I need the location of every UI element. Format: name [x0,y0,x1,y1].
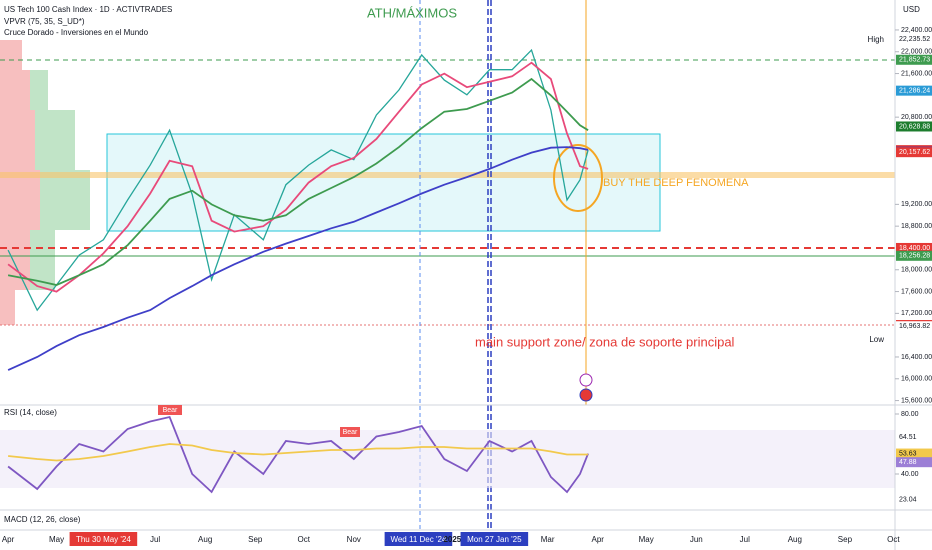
x-tick-label: Aug [198,535,212,544]
bear-label: Bear [163,407,178,414]
y-tick-label: 16,400.00 [901,354,932,361]
x-tick-label: Thu 30 May '24 [76,535,131,544]
high-tag: High [868,35,884,44]
currency: USD [903,5,920,14]
y-tick-label: 16,000.00 [901,376,932,383]
price-badge-label: 21,852.73 [899,57,930,64]
x-tick-label: May [639,535,654,544]
price-badge [896,321,932,332]
line-series [7,77,589,286]
price-badge [896,448,932,459]
bear-label: Bear [343,429,358,436]
vp-bar [0,230,30,290]
x-tick-label: Mar [541,535,555,544]
x-tick-label: 2025 [443,535,461,544]
price-badge [896,54,932,65]
volume-profile [0,40,90,325]
rsi-band [0,430,895,488]
price-badge [896,432,932,443]
x-tick-label: Jul [740,535,750,544]
price-badge [896,250,932,261]
y-tick-label: 17,600.00 [901,288,932,295]
x-tick-label: May [49,535,64,544]
vp-bar [0,70,30,110]
rsi-title: RSI (14, close) [4,408,57,417]
y-tick-label: 80.00 [901,411,919,418]
highlight-circle [553,144,603,212]
y-tick-label: 21,600.00 [901,70,932,77]
x-tick-highlight [384,532,453,546]
x-tick-label: Mon 27 Jan '25 [467,535,522,544]
x-tick-label: Oct [887,535,900,544]
x-tick-label: Sep [248,535,263,544]
x-tick-label: Aug [788,535,802,544]
x-tick-label: Nov [347,535,361,544]
range-box [106,133,661,232]
event-icon[interactable] [579,373,593,387]
price-badge [896,85,932,96]
price-badge-label: 53.63 [899,450,917,457]
x-tick-label: Jun [690,535,703,544]
line-series [7,48,589,312]
x-tick-highlight [69,532,138,546]
low-tag: Low [869,335,884,344]
price-badge [896,33,932,44]
price-badge-label: 20,157.62 [899,149,930,156]
line-series [7,146,589,371]
y-tick-label: 22,400.00 [901,27,932,34]
x-tick-label: Apr [592,535,605,544]
vp-bar [35,110,75,170]
price-badge-label: 23.04 [899,496,917,503]
event-icon[interactable] [579,388,593,402]
y-tick-label: 17,200.00 [901,310,932,317]
vp-bar [0,110,35,170]
vp-bar [0,170,40,230]
x-tick-label: Apr [2,535,15,544]
title: US Tech 100 Cash Index · 1D · ACTIVTRADE… [4,5,172,14]
bear-tag [340,427,360,437]
indicator-label: VPVR (75, 35, S_UD*) [4,17,85,26]
line-series [8,443,589,462]
price-badge-label: 22,235.52 [899,36,930,43]
line-series [7,61,589,293]
price-badge-label: 20,628.88 [899,123,930,130]
line-series [7,415,589,494]
price-badge [896,121,932,132]
y-tick-label: 20,800.00 [901,114,932,121]
y-tick-label: 19,200.00 [901,201,932,208]
price-badge-label: 18,400.00 [899,245,930,252]
price-badge-label: 16,963.82 [899,323,930,330]
x-tick-label: Oct [297,535,310,544]
annotation: main support zone/ zona de soporte princ… [475,334,735,349]
price-badge-label: 64.51 [899,434,917,441]
y-tick-label: 15,600.00 [901,397,932,404]
indicator-label: Cruce Dorado - Inversiones en el Mundo [4,28,149,37]
x-tick-label: Wed 11 Dec '24 [390,535,446,544]
vp-bar [40,170,90,230]
y-tick-label: 22,000.00 [901,49,932,56]
annotation: ATH/MÁXIMOS [367,5,457,20]
price-badge-label: 47.88 [899,459,917,466]
price-badge [896,242,932,253]
y-tick-label: 40.00 [901,471,919,478]
x-tick-label: Sep [838,535,853,544]
orange-zone [0,172,895,178]
vp-bar [0,290,15,325]
bear-tag [158,405,182,415]
price-badge-label: 21,286.24 [899,87,930,94]
price-badge-label: 18,256.28 [899,253,930,260]
x-tick-label: Jul [150,535,160,544]
annotation: BUY THE DEEP FENOMENA [603,177,749,189]
vp-bar [0,40,22,70]
price-badge [896,494,932,505]
plot: Apr May Thu 30 May '24 Jul Aug Sep Oct Nov Wed 1… [2,27,932,546]
vp-bar [30,70,48,110]
price-badge [896,147,932,158]
price-badge [896,457,932,468]
x-tick-highlight [460,532,529,546]
y-tick-label: 18,800.00 [901,223,932,230]
y-tick-label: 18,000.00 [901,267,932,274]
macd-title: MACD (12, 26, close) [4,515,81,524]
